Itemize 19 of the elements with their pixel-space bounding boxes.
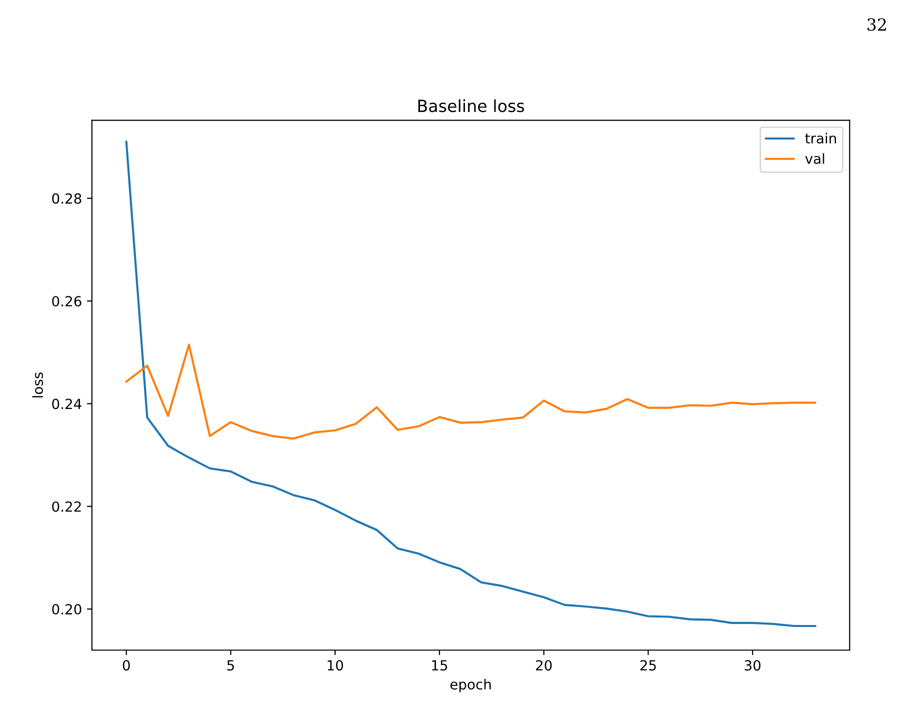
x-tick-label: 20 — [536, 660, 552, 671]
legend-label: val — [805, 153, 824, 164]
y-tick-label: 0.28 — [52, 193, 82, 204]
y-tick-label: 0.22 — [52, 501, 81, 512]
text: 32 — [868, 18, 886, 31]
y-tick-label: 0.20 — [52, 604, 82, 615]
x-tick-label: 25 — [640, 660, 656, 671]
x-axis-title: epoch — [450, 678, 491, 692]
x-tick-label: 10 — [328, 660, 344, 671]
x-tick-label: 0 — [122, 660, 130, 671]
legend-label: train — [805, 132, 836, 144]
chart-title: Baseline loss — [418, 99, 524, 112]
x-tick-label: 30 — [744, 660, 760, 671]
y-tick-label: 0.26 — [52, 296, 82, 306]
y-tick-label: 0.24 — [52, 398, 82, 410]
x-tick-label: 15 — [432, 660, 448, 671]
y-axis-title: loss — [32, 372, 44, 398]
x-tick-label: 5 — [227, 660, 234, 671]
line-series — [125, 344, 816, 440]
